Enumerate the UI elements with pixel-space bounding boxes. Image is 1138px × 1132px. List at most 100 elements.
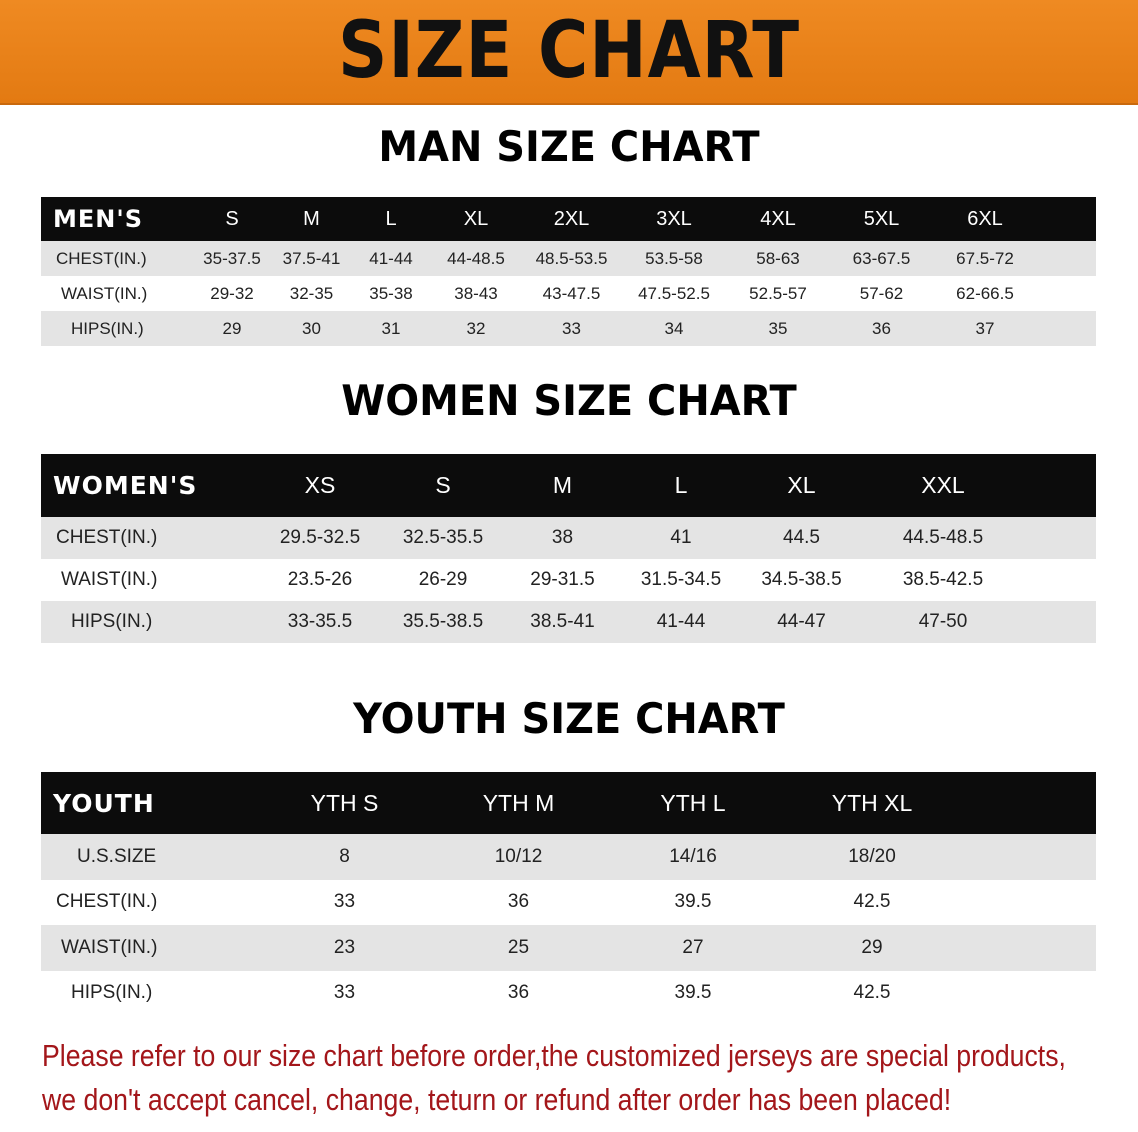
- youth-header-label: YOUTH: [41, 772, 258, 834]
- header-filler: [964, 772, 1096, 834]
- measurement-cell: 30: [272, 311, 351, 346]
- measurement-cell: 44-47: [741, 601, 862, 643]
- measurement-cell: 29.5-32.5: [258, 517, 382, 559]
- size-column-header: M: [504, 454, 621, 517]
- size-column-header: XXL: [862, 454, 1024, 517]
- table-row: HIPS(IN.) 33 36 39.5 42.5: [41, 970, 1096, 1016]
- measurement-cell: 23: [258, 925, 431, 971]
- size-column-header: YTH S: [258, 772, 431, 834]
- measurement-cell: 42.5: [780, 879, 964, 925]
- row-filler: [1024, 601, 1096, 643]
- measurement-cell: 42.5: [780, 970, 964, 1016]
- table-row: WAIST(IN.) 29-32 32-35 35-38 38-43 43-47.5 47.…: [41, 276, 1096, 311]
- row-filler: [1037, 311, 1096, 346]
- row-label: CHEST(IN.): [41, 517, 258, 559]
- measurement-cell: 33: [258, 879, 431, 925]
- measurement-cell: 29-32: [192, 276, 272, 311]
- measurement-cell: 37: [933, 311, 1037, 346]
- measurement-cell: 41-44: [351, 241, 431, 276]
- measurement-cell: 62-66.5: [933, 276, 1037, 311]
- row-label: HIPS(IN.): [41, 601, 258, 643]
- measurement-cell: 18/20: [780, 834, 964, 880]
- size-column-header: S: [192, 197, 272, 241]
- table-row: HIPS(IN.) 29 30 31 32 33 34 35 36 37: [41, 311, 1096, 346]
- header-filler: [1037, 197, 1096, 241]
- measurement-cell: 8: [258, 834, 431, 880]
- size-column-header: 5XL: [830, 197, 933, 241]
- row-label: WAIST(IN.): [41, 559, 258, 601]
- measurement-cell: 41: [621, 517, 741, 559]
- notice-line-2: we don't accept cancel, change, teturn o…: [42, 1082, 952, 1117]
- measurement-cell: 35-38: [351, 276, 431, 311]
- row-filler: [964, 834, 1096, 880]
- measurement-cell: 34: [622, 311, 726, 346]
- row-filler: [1037, 241, 1096, 276]
- measurement-cell: 27: [606, 925, 780, 971]
- measurement-cell: 36: [431, 970, 606, 1016]
- measurement-cell: 32: [431, 311, 521, 346]
- header-filler: [1024, 454, 1096, 517]
- measurement-cell: 63-67.5: [830, 241, 933, 276]
- measurement-cell: 29: [192, 311, 272, 346]
- measurement-cell: 31.5-34.5: [621, 559, 741, 601]
- measurement-cell: 33-35.5: [258, 601, 382, 643]
- measurement-cell: 38.5-42.5: [862, 559, 1024, 601]
- measurement-cell: 32-35: [272, 276, 351, 311]
- measurement-cell: 10/12: [431, 834, 606, 880]
- title-banner: SIZE CHART: [0, 0, 1138, 105]
- youth-size-table: YOUTH YTH S YTH M YTH L YTH XL U.S.SIZE 8 10/12…: [41, 772, 1096, 1016]
- notice-line-1: Please refer to our size chart before or…: [42, 1038, 1066, 1073]
- measurement-cell: 36: [431, 879, 606, 925]
- measurement-cell: 37.5-41: [272, 241, 351, 276]
- row-filler: [1024, 517, 1096, 559]
- measurement-cell: 36: [830, 311, 933, 346]
- measurement-cell: 25: [431, 925, 606, 971]
- measurement-cell: 38-43: [431, 276, 521, 311]
- row-label: CHEST(IN.): [41, 241, 192, 276]
- measurement-cell: 47-50: [862, 601, 1024, 643]
- size-column-header: L: [621, 454, 741, 517]
- page-title: SIZE CHART: [338, 6, 800, 96]
- row-filler: [1037, 276, 1096, 311]
- row-label: HIPS(IN.): [41, 970, 258, 1016]
- measurement-cell: 44-48.5: [431, 241, 521, 276]
- women-section-title: WOMEN SIZE CHART: [341, 376, 797, 425]
- measurement-cell: 44.5: [741, 517, 862, 559]
- measurement-cell: 53.5-58: [622, 241, 726, 276]
- size-column-header: 2XL: [521, 197, 622, 241]
- measurement-cell: 41-44: [621, 601, 741, 643]
- table-row: WAIST(IN.) 23.5-26 26-29 29-31.5 31.5-34.5 34…: [41, 559, 1096, 601]
- row-filler: [964, 879, 1096, 925]
- measurement-cell: 57-62: [830, 276, 933, 311]
- measurement-cell: 38: [504, 517, 621, 559]
- measurement-cell: 35-37.5: [192, 241, 272, 276]
- women-size-table: WOMEN'S XS S M L XL XXL CHEST(IN.) 29.5-32.5 32.5…: [41, 454, 1096, 643]
- measurement-cell: 39.5: [606, 970, 780, 1016]
- row-label: WAIST(IN.): [41, 925, 258, 971]
- men-header-row: MEN'S S M L XL 2XL 3XL 4XL 5XL 6XL: [41, 197, 1096, 241]
- size-column-header: 3XL: [622, 197, 726, 241]
- size-column-header: XL: [431, 197, 521, 241]
- measurement-cell: 29: [780, 925, 964, 971]
- men-size-table: MEN'S S M L XL 2XL 3XL 4XL 5XL 6XL CHEST(IN.) 35-37…: [41, 197, 1096, 346]
- women-header-label: WOMEN'S: [41, 454, 258, 517]
- men-header-label: MEN'S: [41, 197, 192, 241]
- measurement-cell: 52.5-57: [726, 276, 830, 311]
- measurement-cell: 23.5-26: [258, 559, 382, 601]
- measurement-cell: 26-29: [382, 559, 504, 601]
- measurement-cell: 32.5-35.5: [382, 517, 504, 559]
- size-column-header: 4XL: [726, 197, 830, 241]
- measurement-cell: 14/16: [606, 834, 780, 880]
- row-label: U.S.SIZE: [41, 834, 258, 880]
- measurement-cell: 33: [521, 311, 622, 346]
- size-column-header: 6XL: [933, 197, 1037, 241]
- size-column-header: YTH L: [606, 772, 780, 834]
- measurement-cell: 44.5-48.5: [862, 517, 1024, 559]
- size-column-header: XL: [741, 454, 862, 517]
- table-row: CHEST(IN.) 29.5-32.5 32.5-35.5 38 41 44.5 44.5…: [41, 517, 1096, 559]
- men-section-title: MAN SIZE CHART: [378, 122, 760, 171]
- measurement-cell: 29-31.5: [504, 559, 621, 601]
- row-label: HIPS(IN.): [41, 311, 192, 346]
- table-row: WAIST(IN.) 23 25 27 29: [41, 925, 1096, 971]
- measurement-cell: 48.5-53.5: [521, 241, 622, 276]
